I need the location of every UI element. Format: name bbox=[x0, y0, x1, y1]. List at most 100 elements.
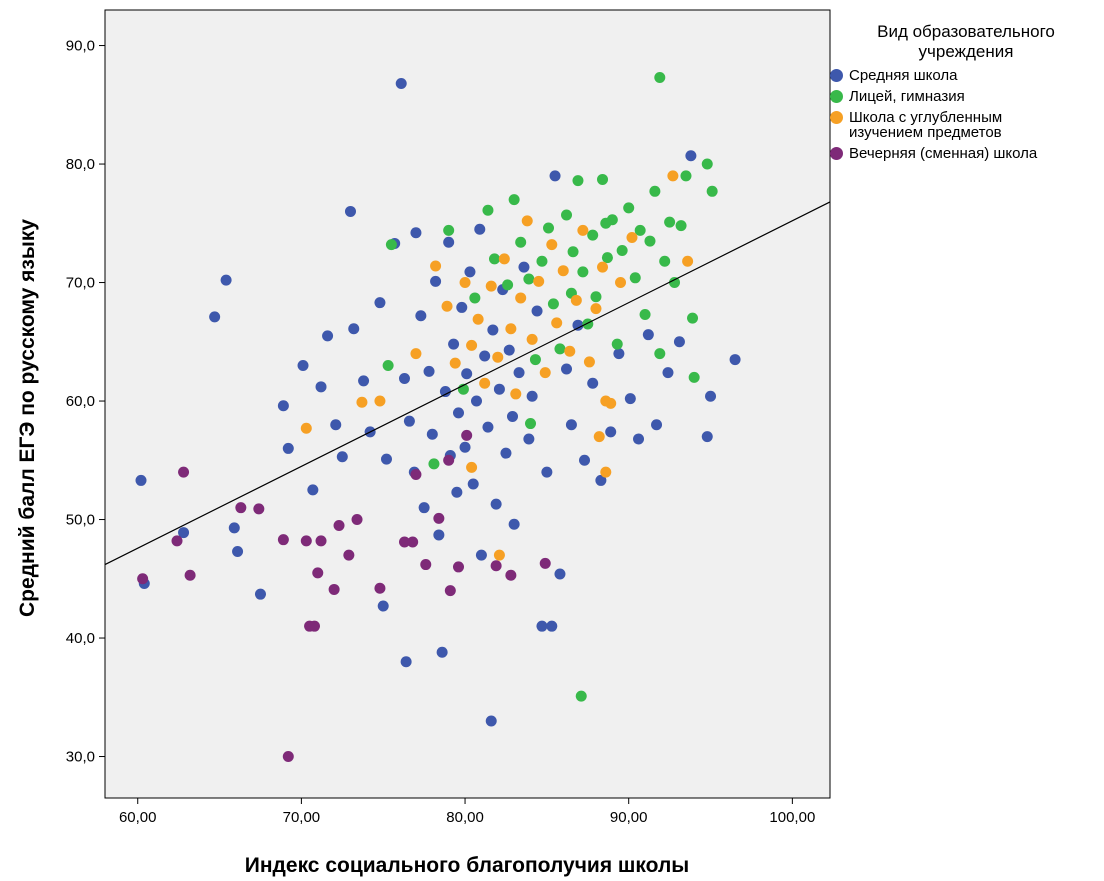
data-point-series-1 bbox=[633, 433, 645, 445]
data-point-series-2 bbox=[688, 371, 700, 383]
data-point-series-3 bbox=[459, 277, 471, 289]
data-point-series-1 bbox=[254, 588, 266, 600]
x-tick-label: 100,00 bbox=[769, 809, 815, 826]
data-point-series-2 bbox=[639, 309, 651, 321]
data-point-series-1 bbox=[400, 656, 412, 668]
data-point-series-4 bbox=[374, 582, 386, 594]
data-point-series-1 bbox=[330, 419, 342, 431]
data-point-series-3 bbox=[570, 294, 582, 306]
x-tick-label: 70,00 bbox=[283, 809, 321, 826]
legend-title: Вид образовательного учреждения bbox=[877, 22, 1055, 61]
data-point-series-3 bbox=[493, 549, 505, 561]
data-point-series-2 bbox=[536, 255, 548, 267]
x-tick-label: 90,00 bbox=[610, 809, 648, 826]
data-point-series-2 bbox=[523, 273, 535, 285]
data-point-series-2 bbox=[644, 235, 656, 247]
data-point-series-2 bbox=[654, 348, 666, 360]
data-point-series-3 bbox=[466, 461, 478, 473]
data-point-series-3 bbox=[533, 275, 545, 287]
data-point-series-2 bbox=[575, 690, 587, 702]
data-point-series-4 bbox=[410, 469, 422, 481]
data-point-series-2 bbox=[525, 418, 537, 430]
data-point-series-3 bbox=[577, 224, 589, 236]
data-point-series-1 bbox=[443, 236, 455, 248]
data-point-series-2 bbox=[601, 252, 613, 264]
data-point-series-3 bbox=[472, 313, 484, 325]
data-point-series-3 bbox=[682, 255, 694, 267]
data-point-series-4 bbox=[315, 535, 327, 547]
data-point-series-1 bbox=[536, 620, 548, 632]
legend-item-1: Средняя школа bbox=[830, 68, 1102, 83]
data-point-series-2 bbox=[502, 279, 514, 291]
data-point-series-4 bbox=[490, 560, 502, 572]
data-point-series-1 bbox=[358, 375, 370, 387]
legend-label: Школа с углубленным изучением предметов bbox=[849, 109, 1003, 141]
data-point-series-1 bbox=[336, 451, 348, 463]
data-point-series-1 bbox=[178, 527, 190, 539]
data-point-series-1 bbox=[433, 529, 445, 541]
data-point-series-3 bbox=[546, 239, 558, 251]
data-point-series-2 bbox=[567, 246, 579, 258]
y-tick-label: 30,0 bbox=[66, 749, 95, 766]
legend-marker bbox=[830, 111, 843, 124]
data-point-series-1 bbox=[436, 646, 448, 658]
data-point-series-2 bbox=[572, 175, 584, 187]
data-point-series-3 bbox=[498, 253, 510, 265]
data-point-series-3 bbox=[466, 339, 478, 351]
data-point-series-2 bbox=[649, 185, 661, 197]
data-point-series-3 bbox=[430, 260, 442, 272]
data-point-series-4 bbox=[282, 751, 294, 763]
legend-item-4: Вечерняя (сменная) школа bbox=[830, 146, 1102, 161]
legend-item-2: Лицей, гимназия bbox=[830, 89, 1102, 104]
data-point-series-3 bbox=[593, 431, 605, 443]
data-point-series-3 bbox=[479, 377, 491, 389]
data-point-series-1 bbox=[209, 311, 221, 323]
data-point-series-1 bbox=[541, 466, 553, 478]
legend: Вид образовательного учреждения Средняя … bbox=[830, 22, 1102, 167]
data-point-series-1 bbox=[482, 421, 494, 433]
data-point-series-4 bbox=[539, 557, 551, 569]
y-tick-label: 70,0 bbox=[66, 275, 95, 292]
data-point-series-2 bbox=[600, 217, 612, 229]
data-point-series-1 bbox=[685, 150, 697, 162]
data-point-series-3 bbox=[356, 396, 368, 408]
data-point-series-3 bbox=[492, 351, 504, 363]
data-point-series-3 bbox=[449, 357, 461, 369]
data-point-series-1 bbox=[452, 407, 464, 419]
data-point-series-1 bbox=[642, 329, 654, 341]
data-point-series-2 bbox=[590, 291, 602, 303]
data-point-series-2 bbox=[482, 204, 494, 216]
data-point-series-2 bbox=[577, 266, 589, 278]
data-point-series-2 bbox=[680, 170, 692, 182]
data-point-series-2 bbox=[529, 354, 541, 366]
data-point-series-1 bbox=[729, 354, 741, 366]
data-point-series-1 bbox=[380, 453, 392, 465]
data-point-series-4 bbox=[333, 519, 345, 531]
data-point-series-3 bbox=[505, 323, 517, 335]
data-point-series-2 bbox=[701, 158, 713, 170]
data-point-series-2 bbox=[428, 458, 440, 470]
y-tick-label: 40,0 bbox=[66, 630, 95, 647]
data-point-series-1 bbox=[479, 350, 491, 362]
data-point-series-1 bbox=[526, 390, 538, 402]
data-point-series-3 bbox=[597, 261, 609, 273]
data-point-series-3 bbox=[485, 280, 497, 292]
data-point-series-1 bbox=[398, 373, 410, 385]
data-point-series-2 bbox=[706, 185, 718, 197]
data-point-series-1 bbox=[705, 390, 717, 402]
x-axis-tick-labels: 60,00 70,00 80,00 90,00 100,00 bbox=[119, 809, 815, 826]
data-point-series-1 bbox=[415, 310, 427, 322]
data-point-series-1 bbox=[485, 715, 497, 727]
data-point-series-2 bbox=[597, 173, 609, 185]
data-point-series-1 bbox=[613, 348, 625, 360]
data-point-series-1 bbox=[523, 433, 535, 445]
data-point-series-2 bbox=[554, 343, 566, 355]
data-point-series-1 bbox=[277, 400, 289, 412]
plot-area bbox=[104, 9, 831, 799]
data-point-series-1 bbox=[403, 415, 415, 427]
data-point-series-3 bbox=[590, 303, 602, 315]
data-point-series-4 bbox=[235, 502, 247, 514]
data-point-series-1 bbox=[467, 478, 479, 490]
data-point-series-4 bbox=[137, 573, 149, 585]
data-point-series-4 bbox=[452, 561, 464, 573]
